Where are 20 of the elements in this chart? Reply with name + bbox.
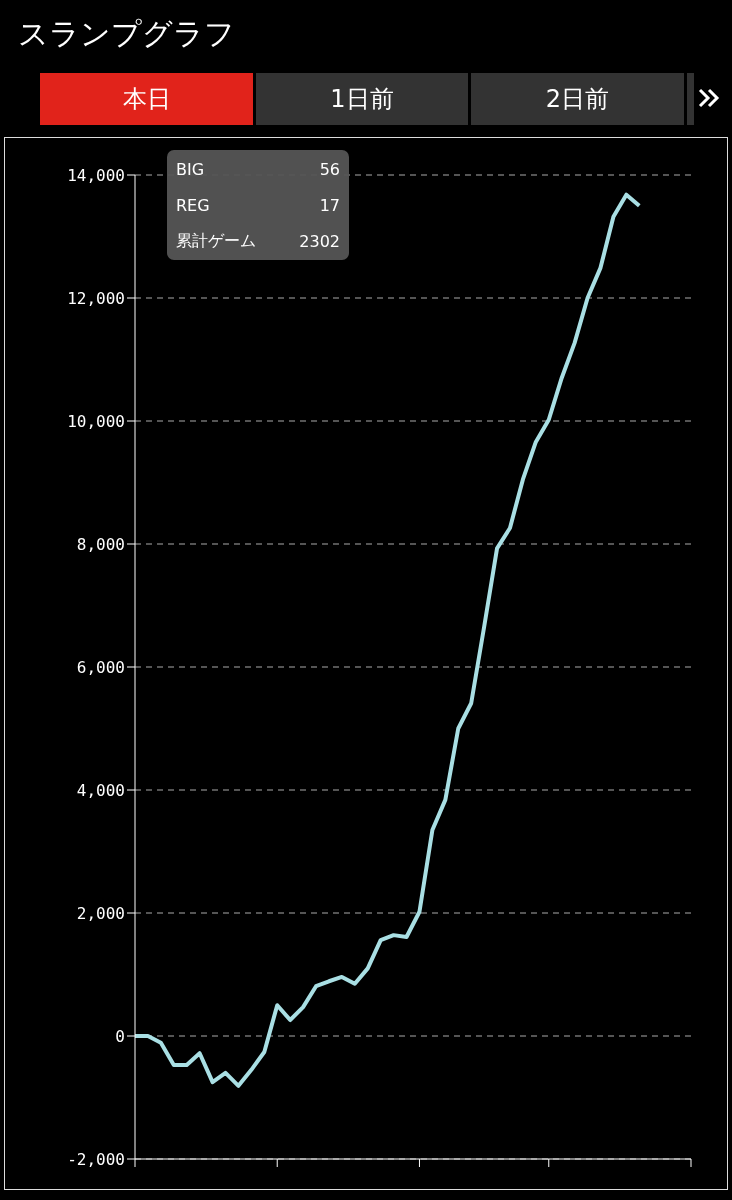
annotation: 累計ゲーム	[176, 230, 256, 252]
text: 本日	[40, 73, 253, 125]
y-tick-label: 10,000	[67, 411, 125, 431]
y-tick-label: 12,000	[67, 288, 125, 308]
annotation: 56	[319, 159, 340, 179]
y-tick-label: 2,000	[76, 903, 125, 923]
annotation: 17	[319, 195, 340, 215]
annotation: REG	[176, 195, 210, 215]
text: 2日前	[471, 73, 684, 125]
y-tick-label: 0	[115, 1026, 125, 1046]
line-series	[133, 192, 642, 1088]
annotation: 2302	[299, 231, 340, 251]
y-tick-label: 4,000	[76, 780, 125, 800]
y-tick-label: 14,000	[67, 165, 125, 185]
annotation: BIG	[176, 159, 205, 179]
text: 1日前	[256, 73, 468, 125]
y-tick-label: 8,000	[76, 534, 125, 554]
y-tick-label: -2,000	[67, 1149, 125, 1169]
y-tick-label: 6,000	[76, 657, 125, 677]
chart-title: スランプグラフ	[18, 15, 235, 53]
